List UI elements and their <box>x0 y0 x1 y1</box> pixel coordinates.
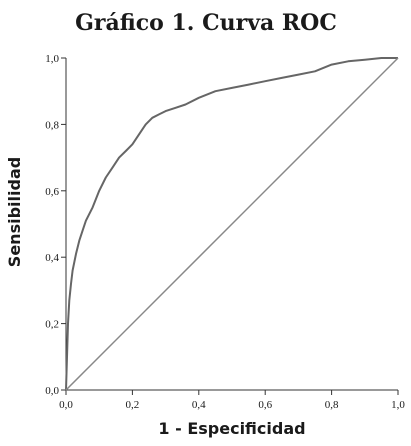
y-tick-label: 1,0 <box>45 53 59 65</box>
y-tick-label: 0,0 <box>45 385 59 397</box>
x-tick-label: 0,0 <box>59 399 73 411</box>
reference-diagonal-line <box>65 57 399 391</box>
y-axis-label: Sensibilidad <box>5 157 24 267</box>
x-tick-label: 0,6 <box>258 399 272 411</box>
roc-curve-line <box>65 57 398 391</box>
chart-title: Gráfico 1. Curva ROC <box>75 10 337 36</box>
x-axis-label: 1 - Especificidad <box>158 419 305 438</box>
y-tick-label: 0,2 <box>45 319 59 331</box>
y-tick-label: 0,4 <box>45 252 59 264</box>
x-tick-label: 0,4 <box>192 399 206 411</box>
x-tick-label: 0,8 <box>325 399 339 411</box>
x-tick-label: 1,0 <box>391 399 405 411</box>
plot-area: 0,0 0,2 0,4 0,6 0,8 1,0 0,0 0,2 0,4 0,6 0,8 1,0 <box>45 53 405 411</box>
y-tick-label: 0,6 <box>45 186 59 198</box>
x-tick-label: 0,2 <box>126 399 140 411</box>
y-tick-label: 0,8 <box>45 119 59 131</box>
